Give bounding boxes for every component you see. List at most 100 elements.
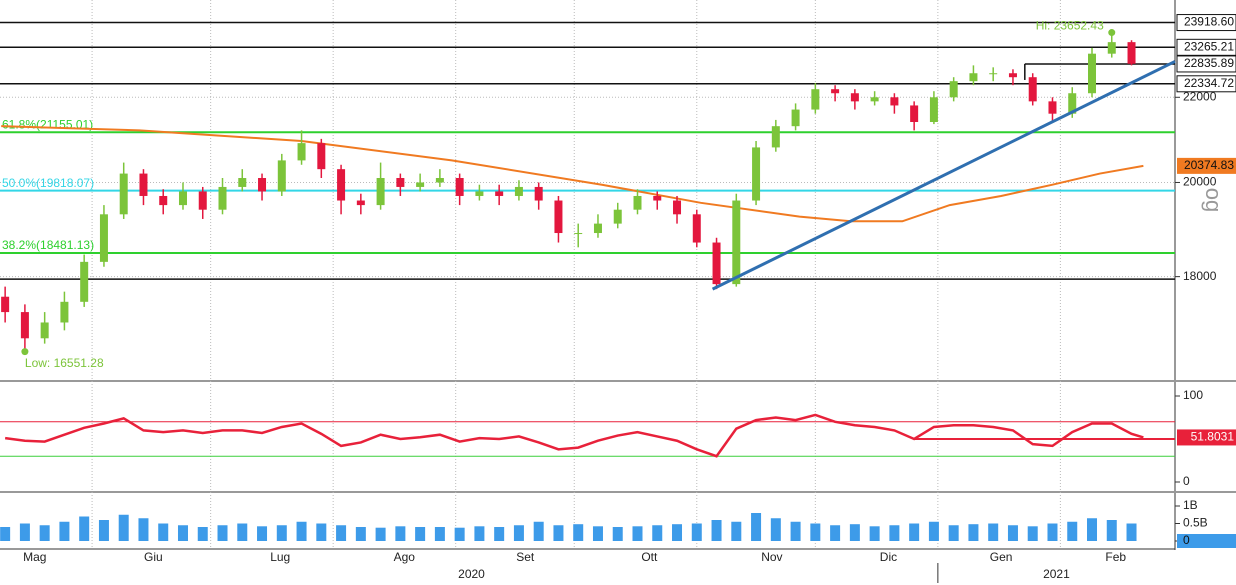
level-label: 23918.60	[1184, 15, 1234, 29]
candle-body	[297, 143, 306, 161]
volume-bar	[1087, 518, 1098, 541]
candle-body	[376, 178, 385, 206]
ma-box	[1177, 157, 1236, 174]
volume-bar	[59, 521, 70, 541]
volume-bar	[434, 527, 445, 541]
candle-body	[119, 173, 128, 215]
volume-bar	[316, 523, 327, 541]
volume-bar	[513, 525, 524, 541]
volume-bar	[553, 525, 564, 541]
volume-bar	[19, 523, 30, 541]
candle-body	[969, 73, 978, 82]
x-tick-label: Lug	[270, 550, 290, 564]
moving-average	[1, 125, 1144, 223]
candle-body	[692, 214, 701, 243]
annotation: Low: 16551.28	[25, 356, 104, 370]
candle-body	[258, 178, 267, 192]
volume-bar	[790, 521, 801, 541]
volume-bar	[652, 525, 663, 541]
level-label: 22334.72	[1184, 76, 1234, 90]
candle-body	[1, 296, 10, 313]
candle-body	[178, 191, 187, 206]
volume-bar	[869, 526, 880, 541]
volume-bar	[79, 516, 90, 541]
volume-bar	[691, 523, 702, 541]
fib-label: 38.2%(18481.13)	[2, 238, 94, 252]
volume-bar	[909, 523, 920, 541]
volume-current-label: 0	[1183, 533, 1190, 547]
candle-body	[1107, 42, 1116, 54]
annotation: Hi: 23652.43	[1036, 19, 1104, 33]
volume-tick-label: 1B	[1183, 498, 1198, 512]
candle-body	[416, 182, 425, 187]
volume-bar	[632, 526, 643, 541]
volume-bar	[889, 525, 900, 541]
candle-body	[613, 209, 622, 224]
volume-bar	[415, 527, 426, 541]
volume-bar	[98, 520, 109, 541]
level-label: 23265.21	[1184, 39, 1234, 53]
candle-body	[218, 186, 227, 210]
candle-body	[752, 147, 761, 201]
volume-bar	[1027, 526, 1038, 541]
volume-box	[1177, 534, 1236, 548]
volume-bar	[988, 523, 999, 541]
volume-bar	[1126, 523, 1137, 541]
candle-body	[574, 233, 583, 235]
candle-body	[475, 191, 484, 196]
y-tick-label: 20000	[1183, 175, 1217, 189]
volume-bar	[573, 524, 584, 541]
trendline	[711, 60, 1176, 291]
candle-body	[238, 178, 247, 187]
candle-body	[60, 301, 69, 323]
candle-body	[850, 93, 859, 102]
x-tick-label: Mag	[23, 550, 46, 564]
volume-bar	[454, 527, 465, 541]
volume-bar	[217, 525, 228, 541]
candle-body	[791, 109, 800, 127]
candle-body	[198, 191, 207, 210]
volume-bar	[118, 514, 129, 541]
volume-bar	[1007, 525, 1018, 541]
year-label: 2020	[458, 567, 485, 581]
level-label: 22835.89	[1184, 56, 1234, 70]
rsi-line	[4, 413, 1144, 458]
candle-body	[811, 89, 820, 110]
volume-bar	[0, 527, 11, 541]
level-box	[1176, 75, 1236, 93]
volume-bar	[494, 527, 505, 541]
candle-body	[633, 195, 642, 210]
y-tick-label: 22000	[1183, 89, 1217, 103]
x-tick-label: Gen	[990, 550, 1013, 564]
volume-bar	[592, 526, 603, 541]
volume-bar	[1067, 521, 1078, 541]
rsi-tick-label: 100	[1183, 388, 1203, 402]
volume-bar	[1106, 520, 1117, 541]
candle-body	[831, 89, 840, 94]
year-label: 2021	[1043, 567, 1070, 581]
volume-bar	[158, 523, 169, 541]
y-tick-label: 18000	[1183, 269, 1217, 283]
candle-body	[40, 322, 49, 339]
volume-bar	[711, 520, 722, 541]
x-tick-label: Ago	[394, 550, 416, 564]
candle-body	[337, 169, 346, 201]
candle-body	[673, 200, 682, 215]
x-tick-label: Set	[516, 550, 535, 564]
x-tick-label: Nov	[761, 550, 782, 564]
candle-body	[910, 105, 919, 123]
candle-body	[277, 160, 286, 192]
candle-body	[929, 97, 938, 123]
candle-body	[455, 178, 464, 196]
candle-body	[20, 312, 29, 339]
ma-label: 20374.83	[1184, 158, 1234, 172]
volume-bar	[257, 526, 268, 541]
level-box	[1176, 38, 1236, 56]
volume-bar	[237, 523, 248, 541]
rsi-box	[1177, 429, 1236, 446]
volume-bar	[731, 521, 742, 541]
volume-tick-label: 0.5B	[1183, 516, 1208, 530]
candle-body	[653, 195, 662, 201]
